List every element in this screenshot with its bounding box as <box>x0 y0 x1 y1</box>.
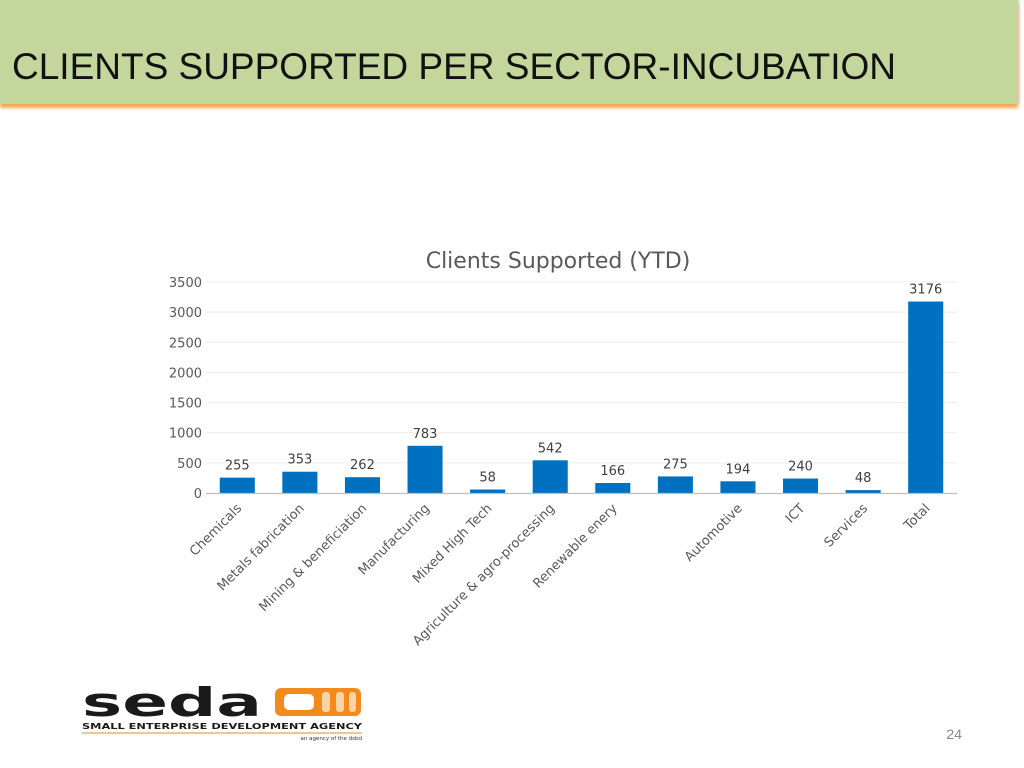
logo-orange-mark-icon <box>275 688 361 716</box>
seda-logo: seda SMALL ENTERPRISE DEVELOPMENT AGENCY… <box>82 686 363 742</box>
logo-tagline: SMALL ENTERPRISE DEVELOPMENT AGENCY <box>82 722 363 731</box>
bar <box>595 482 631 493</box>
x-tick-label: Chemicals <box>187 501 245 559</box>
logo-subtagline: an agency of the dsbd <box>300 736 362 742</box>
y-tick-label: 1500 <box>169 397 202 412</box>
data-label: 353 <box>287 453 312 468</box>
bar <box>783 478 819 493</box>
bar <box>344 477 380 493</box>
bar <box>219 477 255 493</box>
bar <box>657 476 693 493</box>
y-tick-label: 2500 <box>169 336 202 351</box>
data-label: 3176 <box>909 283 942 298</box>
bar <box>470 489 506 493</box>
bar <box>532 460 568 493</box>
data-label: 48 <box>855 471 872 486</box>
x-tick-label: Automotive <box>682 501 746 565</box>
data-label: 255 <box>225 459 250 474</box>
bars <box>219 301 944 493</box>
x-tick-label: ICT <box>783 501 808 526</box>
y-tick-label: 3500 <box>169 276 202 291</box>
data-label: 542 <box>538 441 563 456</box>
data-labels: 255 353 262 783 58 542 166 275 194 240 48 3176 <box>225 283 942 487</box>
header-band <box>0 0 1018 104</box>
y-tick-label: 2000 <box>169 366 202 381</box>
x-tick-label: Mining & beneficiation <box>257 501 371 615</box>
bar-chart: Clients Supported (YTD) 0 500 1000 1500 2000… <box>169 249 957 649</box>
bar <box>845 490 881 493</box>
bar <box>407 445 443 493</box>
logo-wordmark: seda <box>82 686 262 726</box>
chart-title: Clients Supported (YTD) <box>426 249 691 274</box>
bar <box>282 471 318 493</box>
data-label: 166 <box>600 464 625 479</box>
slide-number: 24 <box>946 726 962 742</box>
data-label: 58 <box>479 471 496 486</box>
y-tick-label: 3000 <box>169 306 202 321</box>
data-label: 783 <box>413 427 438 442</box>
y-tick-label: 1000 <box>169 427 202 442</box>
data-label: 240 <box>788 460 813 475</box>
data-label: 262 <box>350 458 375 473</box>
slide-title: CLIENTS SUPPORTED PER SECTOR-INCUBATION <box>12 46 897 87</box>
y-axis-ticks: 0 500 1000 1500 2000 2500 3000 3500 <box>169 276 202 502</box>
data-label: 194 <box>726 462 751 477</box>
data-label: 275 <box>663 457 688 472</box>
gridlines <box>206 281 957 464</box>
bar <box>908 301 944 493</box>
y-tick-label: 0 <box>194 487 202 502</box>
x-tick-label: Services <box>822 501 872 551</box>
y-tick-label: 500 <box>177 457 202 472</box>
bar <box>720 481 756 493</box>
x-tick-label: Total <box>901 501 934 534</box>
